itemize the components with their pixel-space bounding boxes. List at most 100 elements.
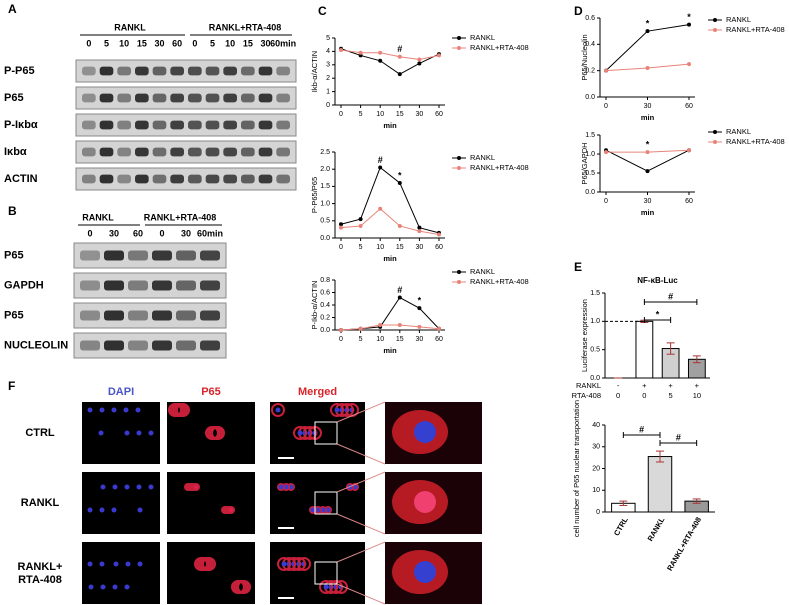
blot-band [135,120,149,130]
nucleus [297,430,303,436]
data-point [645,150,650,155]
x-tick-label: 0 [339,111,343,118]
y-tick-label: 0.8 [320,277,330,284]
blot-band [104,250,124,261]
x-tick-label: 0 [339,336,343,343]
zoom-line [336,513,386,535]
nucleus [334,407,340,413]
data-point [417,61,422,66]
y-tick-label: 0.0 [590,375,600,382]
data-point [358,326,363,331]
blot-band [135,93,149,103]
data-point [397,295,402,300]
lane-label: 5 [104,38,109,48]
nucleus [323,584,329,590]
series-line [340,49,440,60]
blot-band [135,174,149,184]
legend-label: RANKL [470,33,495,42]
micrograph [82,472,160,534]
nucleus [137,561,143,567]
x-tick-label: 10 [376,111,384,118]
row-label: P65 [4,92,24,104]
x-tick-label: 30 [416,336,424,343]
blot-band [117,147,131,157]
significance: * [656,309,660,319]
nucleus [113,561,119,567]
lane-label: 30 [260,38,270,48]
x-tick-label: 15 [396,111,404,118]
legend-marker [457,270,461,274]
blot-band [99,66,114,76]
x-tick-label: 30 [416,111,424,118]
zoom-box [314,561,338,585]
x-axis-label: min [641,113,655,122]
row-label: RANKL [576,381,601,390]
blot-band [200,250,220,261]
data-point [397,54,402,59]
row-label: RANKL+ RTA-408 [18,561,63,586]
row-label: RTA-408 [572,391,601,400]
nucleus [281,561,287,567]
blot-band [276,147,290,157]
blot-band [205,120,220,130]
blot-band [117,174,131,184]
blot-band [80,310,100,321]
blot-band [205,66,220,76]
data-point [378,165,383,170]
y-tick-label: 30 [592,444,600,451]
blot-band [170,66,184,76]
nucleus [111,407,117,413]
y-tick-label: 0.6 [585,15,595,22]
data-point [687,22,691,27]
blot-band [152,280,172,291]
column-label: Merged [298,386,337,398]
blot-band [188,93,202,103]
blot-band [104,280,124,291]
blot-band [128,340,148,351]
data-point [645,29,650,34]
x-tick-label: 60 [435,336,443,343]
blot-band [82,174,96,184]
legend-marker [457,36,461,40]
blot-band [128,310,148,321]
row-value: - [617,381,620,390]
x-axis-label: min [383,121,397,130]
nucleus [136,484,142,490]
nucleus [112,584,118,590]
row-label: P-P65 [4,65,35,77]
blot-band [205,93,220,103]
legend-marker [457,156,461,160]
data-point [339,222,343,227]
nucleus [88,584,94,590]
blot-band [152,340,172,351]
row-label: P65 [4,249,24,261]
micrograph [270,542,365,604]
blot-strip [75,167,297,191]
blot-band [276,174,290,184]
lane-label: 15 [243,38,253,48]
blot-band [152,250,172,261]
y-tick-label: 0.6 [320,289,330,296]
row-label: RANKL [21,497,60,509]
lane-label: 10 [225,38,235,48]
blot-band [188,174,202,184]
bar [635,320,654,379]
panel-label: F [8,379,15,393]
data-point [358,223,363,228]
data-point [417,306,422,311]
y-axis-label: P65/GAPDH [580,142,589,184]
blot-band [82,147,96,157]
blot-band [80,280,100,291]
y-tick-label: 20 [592,465,600,472]
data-point [604,150,608,155]
y-tick-label: 0.2 [585,68,595,75]
legend-marker [713,18,717,22]
panel-label: E [574,260,582,274]
data-point [397,323,402,327]
group-label: RANKL+RTA-408 [144,212,217,222]
lane-label: 60min [270,38,296,48]
row-label: ACTIN [4,173,38,185]
lane-label: 30 [181,228,191,238]
blot-band [104,340,124,351]
data-point [417,225,422,230]
